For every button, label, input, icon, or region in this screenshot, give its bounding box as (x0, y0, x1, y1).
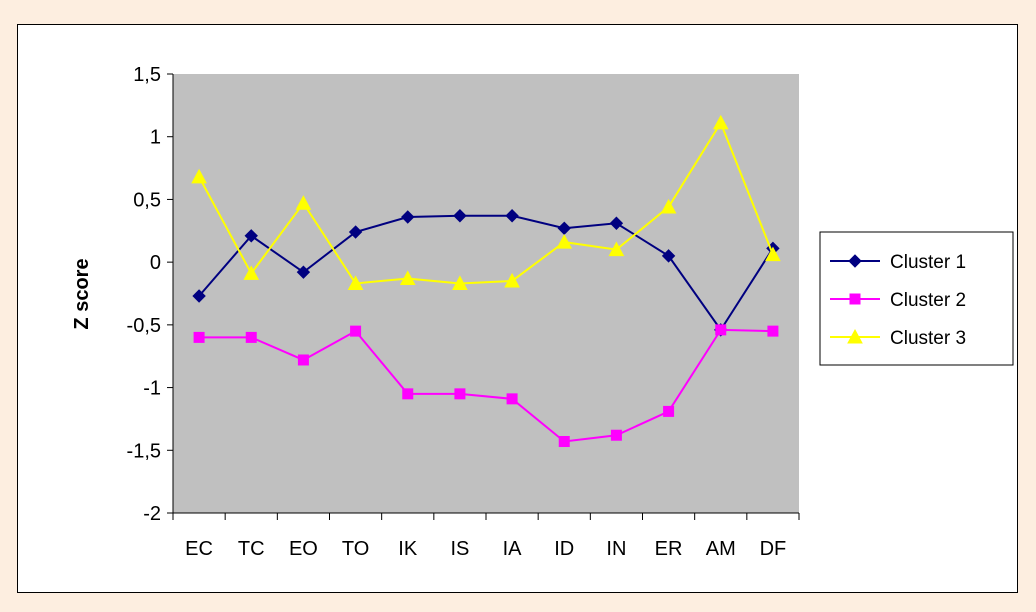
data-point (558, 436, 570, 448)
data-point (715, 324, 727, 336)
data-point (609, 216, 624, 230)
data-point (454, 388, 466, 400)
data-point (297, 354, 309, 366)
data-point (350, 325, 362, 337)
legend-label: Cluster 3 (890, 328, 966, 349)
legend-entry-cluster-1: Cluster 1 (830, 252, 966, 273)
data-point (610, 429, 622, 441)
data-point (453, 209, 467, 223)
data-point (192, 289, 206, 303)
data-point (191, 168, 207, 184)
axes: 1,5 1 0,5 0 -0,5 -1 -1,5 -2 EC TC EO TO IK IS IA ID IN ER… (127, 64, 800, 560)
data-point (712, 114, 729, 130)
data-point (295, 195, 312, 210)
legend-marker (849, 293, 861, 305)
y-axis-title: Z score (71, 258, 93, 329)
data-point (505, 209, 519, 223)
data-point (767, 325, 779, 337)
x-tick-label: ER (655, 538, 683, 560)
data-point (402, 388, 414, 400)
data-point (348, 225, 363, 239)
y-tick-label: -0,5 (127, 315, 161, 337)
data-point (244, 229, 258, 243)
x-tick-label: ID (554, 538, 574, 560)
x-tick-label: DF (760, 538, 787, 560)
y-tick-label: -2 (143, 503, 161, 525)
y-tick-label: -1,5 (127, 440, 161, 462)
y-tick-label: -1 (143, 378, 161, 400)
y-tick-label: 1,5 (133, 64, 161, 86)
y-tick-label: 1 (150, 127, 161, 149)
y-tick-label: 0 (150, 252, 161, 274)
x-tick-label: IN (606, 538, 626, 560)
data-point (556, 234, 573, 249)
x-tick-label: AM (706, 538, 736, 560)
data-point (193, 331, 205, 343)
series-cluster-2 (193, 324, 779, 448)
line-chart: Z score 1,5 1 0,5 0 -0,5 -1 -1,5 -2 EC TC EO TO IK IS… (71, 64, 1014, 560)
x-tick-label: EC (185, 538, 213, 560)
data-point (452, 275, 468, 290)
plot-area (173, 74, 799, 513)
data-point (765, 246, 781, 262)
y-tick-label: 0,5 (133, 189, 161, 211)
chart-frame: Z score 1,5 1 0,5 0 -0,5 -1 -1,5 -2 EC TC EO TO IK IS… (17, 24, 1018, 593)
legend-label: Cluster 1 (890, 252, 966, 273)
data-point (399, 270, 416, 285)
legend-label: Cluster 2 (890, 290, 966, 311)
x-tick-label: EO (289, 538, 318, 560)
x-tick-label: IK (398, 538, 418, 560)
x-tick-label: IA (503, 538, 523, 560)
data-point (660, 198, 677, 214)
legend: Cluster 1 Cluster 2 Cluster 3 (819, 231, 1014, 366)
data-point (347, 275, 364, 290)
x-tick-label: TO (342, 538, 369, 560)
data-point (296, 265, 311, 279)
x-tick-label: IS (450, 538, 469, 560)
x-tick-label: TC (238, 538, 265, 560)
data-point (504, 272, 520, 288)
data-point (661, 249, 676, 263)
data-point (608, 241, 625, 257)
series-line (198, 120, 774, 285)
series-line (198, 214, 774, 332)
series-line (199, 328, 773, 443)
legend-marker (847, 328, 863, 344)
data-point (245, 331, 257, 343)
data-point (401, 210, 415, 224)
legend-entry-cluster-2: Cluster 2 (830, 290, 966, 311)
data-point (243, 265, 260, 280)
legend-entry-cluster-3: Cluster 3 (830, 328, 966, 349)
data-point (506, 393, 518, 405)
data-point (663, 405, 675, 417)
series-layer (191, 114, 781, 448)
legend-marker (848, 254, 862, 268)
series-cluster-3 (191, 114, 781, 290)
